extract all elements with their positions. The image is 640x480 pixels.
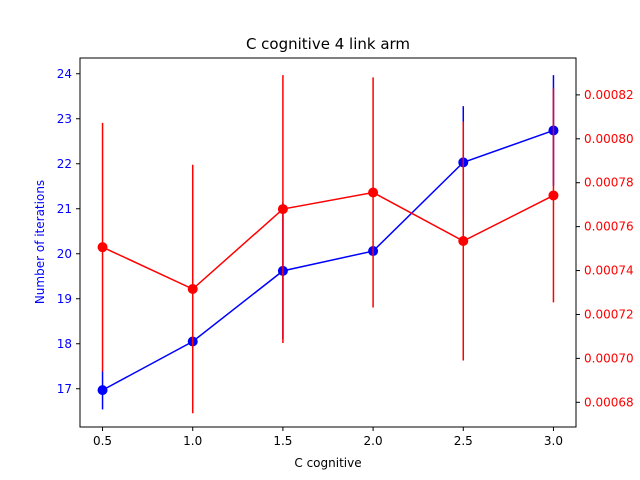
data-point-right	[187, 283, 198, 294]
left-y-tick-label: 18	[57, 337, 72, 351]
left-y-tick-label: 21	[57, 202, 72, 216]
x-tick-label: 0.5	[93, 434, 112, 448]
right-y-tick-label: 0.00076	[584, 220, 634, 234]
x-tick-label: 1.5	[273, 434, 292, 448]
data-point-right	[458, 236, 469, 247]
plot-frame	[79, 57, 577, 428]
x-axis-label: C cognitive	[294, 456, 361, 470]
data-point-right	[548, 190, 559, 201]
chart-title: C cognitive 4 link arm	[246, 35, 410, 53]
data-point-right	[277, 204, 288, 215]
right-y-tick-label: 0.00078	[584, 176, 634, 190]
data-point-right	[97, 242, 108, 253]
right-y-tick-label: 0.00074	[584, 264, 634, 278]
plot-layer: 0.5 1.0 1.5 2.0 2.5 3.0 17 18 19 20 21 22 23 24 0.0006…	[57, 57, 634, 448]
series-line-right	[102, 191, 554, 290]
x-tick-label: 2.5	[454, 434, 473, 448]
data-point-right	[368, 187, 379, 198]
left-y-tick-label: 23	[57, 112, 72, 126]
right-y-tick-label: 0.00068	[584, 395, 634, 409]
x-tick-label: 3.0	[544, 434, 563, 448]
data-point-left	[97, 385, 108, 396]
left-y-tick-label: 17	[57, 382, 72, 396]
y-axis-label-left: Number of iterations	[33, 180, 47, 304]
right-y-tick-label: 0.00082	[584, 88, 634, 102]
x-tick-label: 2.0	[364, 434, 383, 448]
right-y-tick-label: 0.00080	[584, 132, 634, 146]
left-y-tick-label: 19	[57, 292, 72, 306]
x-tick-label: 1.0	[183, 434, 202, 448]
left-y-tick-label: 24	[57, 67, 72, 81]
left-y-tick-label: 22	[57, 157, 72, 171]
left-y-tick-label: 20	[57, 247, 72, 261]
right-y-tick-label: 0.00072	[584, 307, 634, 321]
right-y-tick-label: 0.00070	[584, 351, 634, 365]
series-line-left	[102, 129, 554, 391]
